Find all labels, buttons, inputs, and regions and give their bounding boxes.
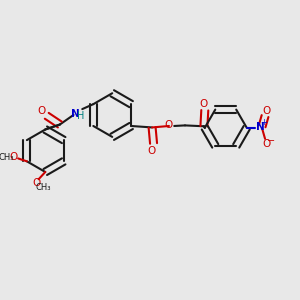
Text: O: O xyxy=(9,152,17,162)
Text: O: O xyxy=(38,106,46,116)
Text: O: O xyxy=(262,106,270,116)
Text: N: N xyxy=(256,122,265,132)
Text: CH₃: CH₃ xyxy=(35,183,51,192)
Text: O: O xyxy=(263,139,271,149)
Text: N: N xyxy=(71,109,80,119)
Text: H: H xyxy=(77,111,85,121)
Text: O: O xyxy=(165,120,173,130)
Text: −: − xyxy=(267,136,275,146)
Text: O: O xyxy=(199,99,208,109)
Text: O: O xyxy=(32,178,41,188)
Text: CH₃: CH₃ xyxy=(0,153,14,162)
Text: +: + xyxy=(260,118,267,127)
Text: O: O xyxy=(147,146,155,156)
